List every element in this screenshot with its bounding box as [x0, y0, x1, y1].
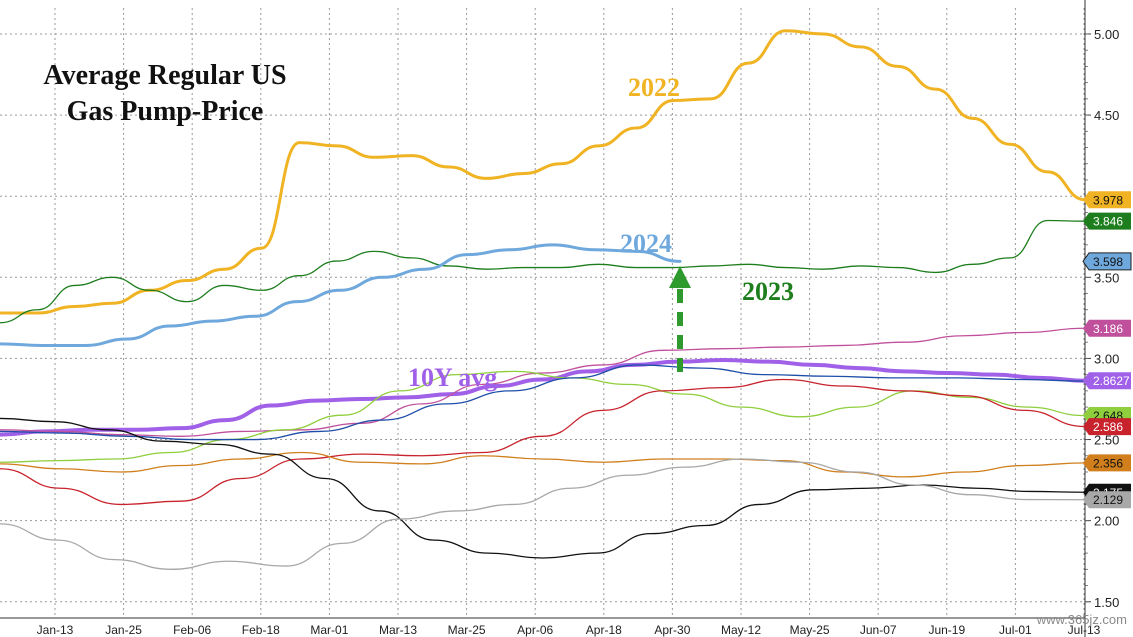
series-line	[0, 243, 682, 347]
series-line	[0, 358, 1087, 437]
series-line	[0, 458, 1086, 570]
x-tick-label: Mar-25	[448, 623, 486, 637]
end-value-tag	[1083, 212, 1131, 230]
end-value-label: 3.978	[1083, 191, 1131, 209]
end-value-label: 3.186	[1083, 319, 1131, 337]
chart-title-line-2: Gas Pump-Price	[66, 96, 264, 127]
end-value-label: 2.586	[1083, 418, 1131, 436]
series-line	[0, 417, 1086, 559]
end-value-text: 2.129	[1093, 493, 1123, 507]
series-line	[0, 378, 1086, 506]
chart-title: Average Regular US Gas Pump-Price	[20, 58, 310, 130]
series-annotation: 10Y avg	[408, 363, 497, 392]
end-value-label: 2.356	[1083, 454, 1131, 472]
series-annotation: 2022	[628, 73, 680, 102]
y-tick-label: 3.00	[1094, 351, 1119, 366]
x-tick-label: May-12	[721, 623, 761, 637]
x-tick-label: Jun-07	[860, 623, 897, 637]
end-value-tag	[1083, 191, 1131, 209]
x-tick-label: Feb-18	[242, 623, 280, 637]
x-tick-label: Jan-25	[105, 623, 142, 637]
y-tick-label: 1.50	[1094, 595, 1119, 610]
x-tick-label: May-25	[790, 623, 830, 637]
end-value-tag	[1082, 252, 1132, 271]
y-tick-label: 2.00	[1094, 514, 1119, 529]
y-tick-label: 5.00	[1094, 27, 1119, 42]
end-value-label: 2.8627	[1083, 372, 1131, 390]
end-value-label: 3.598	[1082, 252, 1132, 271]
watermark-text: www.365jz.com	[1036, 612, 1127, 627]
series-line	[0, 451, 1086, 478]
x-tick-label: Mar-01	[310, 623, 348, 637]
end-value-text: 2.8627	[1093, 374, 1130, 388]
y-axis: 1.502.002.503.003.504.004.505.00	[1084, 0, 1119, 637]
annotation-layer: 2022 2024 2023 10Y avg	[408, 73, 794, 392]
series-line	[0, 364, 1086, 441]
end-value-label: 3.846	[1083, 212, 1131, 230]
x-tick-label: Apr-30	[654, 623, 690, 637]
series-annotation: 2024	[620, 229, 672, 258]
y-tick-label: 2.50	[1094, 433, 1119, 448]
chart-title-line-1: Average Regular US	[43, 60, 287, 91]
end-value-tag	[1083, 319, 1131, 337]
y-tick-label: 4.50	[1094, 108, 1119, 123]
end-value-text: 2.586	[1093, 420, 1123, 434]
series-line	[0, 29, 1087, 315]
x-tick-label: Mar-13	[379, 623, 417, 637]
end-value-text: 3.846	[1093, 215, 1123, 229]
x-tick-label: Jun-19	[928, 623, 965, 637]
x-tick-label: Feb-06	[173, 623, 211, 637]
x-axis: Jan-13 Jan-25 Feb-06 Feb-18 Mar-01 Mar-13 Mar-…	[0, 617, 1101, 637]
gap-arrow-head	[669, 266, 691, 288]
end-value-text: 2.356	[1093, 456, 1123, 470]
series-annotation: 2023	[742, 277, 794, 306]
series-line	[0, 327, 1086, 437]
x-tick-label: Jan-13	[37, 623, 74, 637]
end-value-text: 3.598	[1093, 255, 1123, 269]
series-line	[0, 219, 1086, 324]
x-tick-label: Jul-01	[999, 623, 1032, 637]
end-value-text: 3.978	[1093, 193, 1123, 207]
end-value-tag	[1083, 418, 1131, 436]
end-labels: 3.9783.8463.5982.86273.1862.6482.5862.35…	[1082, 191, 1132, 509]
series-layer	[0, 29, 1087, 570]
end-value-tag	[1083, 372, 1131, 390]
end-value-text: 3.186	[1093, 322, 1123, 336]
y-tick-label: 3.50	[1094, 270, 1119, 285]
chart-grid	[0, 8, 1085, 618]
end-value-tag	[1083, 491, 1131, 509]
end-value-label: 2.129	[1083, 491, 1131, 509]
x-tick-label: Jul-13	[1068, 623, 1101, 637]
x-tick-label: Apr-06	[517, 623, 553, 637]
x-tick-label: Apr-18	[586, 623, 622, 637]
end-value-tag	[1083, 454, 1131, 472]
arrow-layer	[669, 266, 691, 372]
